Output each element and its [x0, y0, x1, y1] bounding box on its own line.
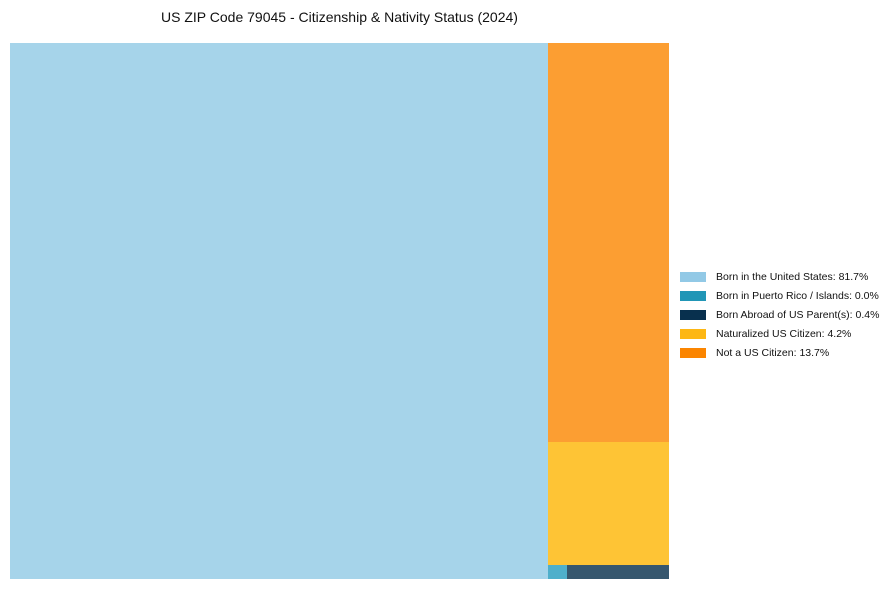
- legend-item: Not a US Citizen: 13.7%: [680, 343, 879, 362]
- legend-label: Born in the United States: 81.7%: [716, 270, 869, 283]
- legend-item: Naturalized US Citizen: 4.2%: [680, 324, 879, 343]
- chart-title: US ZIP Code 79045 - Citizenship & Nativi…: [161, 9, 518, 25]
- legend-label: Born in Puerto Rico / Islands: 0.0%: [716, 289, 879, 302]
- legend: Born in the United States: 81.7% Born in…: [680, 267, 879, 362]
- legend-label: Naturalized US Citizen: 4.2%: [716, 327, 852, 340]
- legend-swatch: [680, 271, 706, 282]
- legend-label: Born Abroad of US Parent(s): 0.4%: [716, 308, 880, 321]
- tile-naturalized-citizen: [548, 442, 669, 565]
- legend-item: Born in Puerto Rico / Islands: 0.0%: [680, 286, 879, 305]
- legend-swatch: [680, 328, 706, 339]
- legend-swatch: [680, 309, 706, 320]
- tile-born-puerto-rico: [548, 565, 567, 579]
- tile-born-abroad-us-parents: [567, 565, 669, 579]
- tile-born-in-us: [10, 43, 548, 579]
- legend-swatch: [680, 347, 706, 358]
- legend-item: Born Abroad of US Parent(s): 0.4%: [680, 305, 879, 324]
- legend-label: Not a US Citizen: 13.7%: [716, 346, 830, 359]
- tile-not-us-citizen: [548, 43, 669, 442]
- legend-swatch: [680, 290, 706, 301]
- legend-item: Born in the United States: 81.7%: [680, 267, 879, 286]
